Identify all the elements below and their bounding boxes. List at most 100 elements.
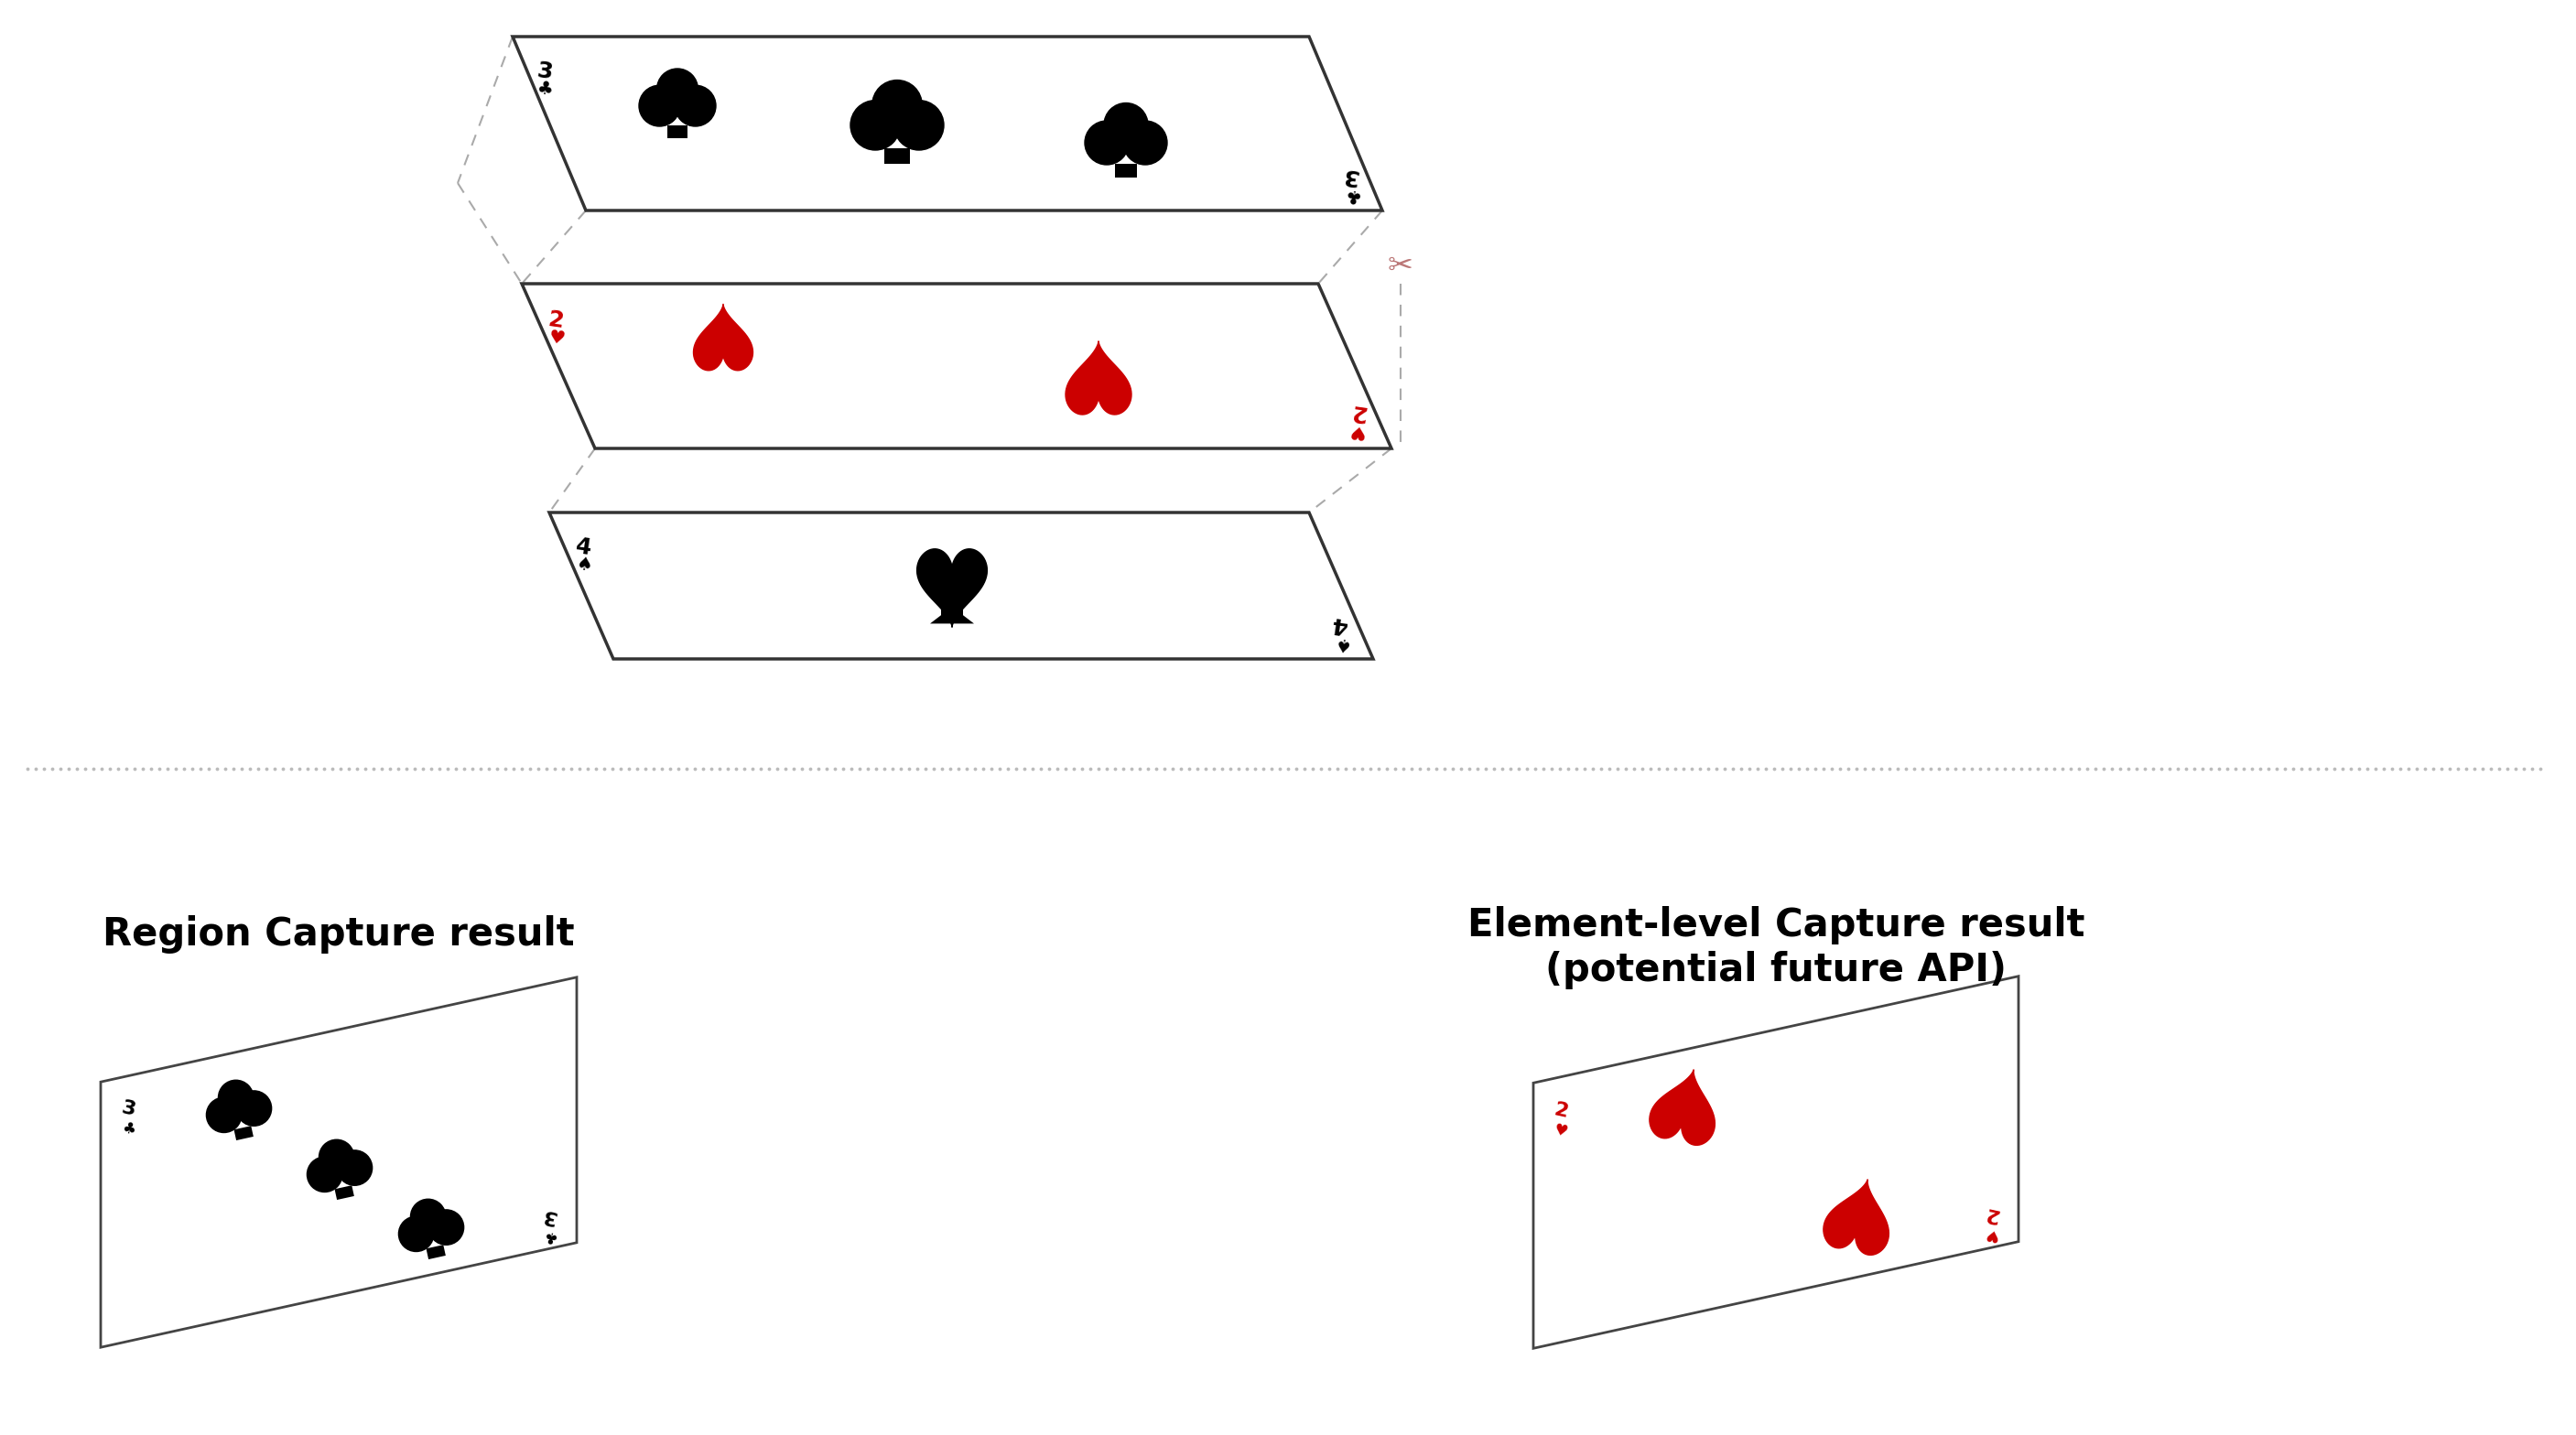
Point [1473, 758, 1515, 781]
Point [1211, 758, 1252, 781]
Point [2272, 758, 2313, 781]
Circle shape [639, 85, 680, 126]
Point [1960, 758, 2002, 781]
Point [881, 758, 922, 781]
Point [1159, 758, 1200, 781]
Point [896, 758, 938, 781]
Point [2298, 758, 2339, 781]
Point [1837, 758, 1878, 781]
Point [1605, 758, 1646, 781]
Point [1672, 758, 1713, 781]
Polygon shape [1110, 136, 1141, 152]
Point [1819, 758, 1860, 781]
Point [1844, 758, 1886, 781]
Text: 3: 3 [118, 1099, 137, 1119]
Point [2313, 758, 2354, 781]
Text: 4: 4 [1329, 613, 1347, 636]
Point [2372, 758, 2414, 781]
Point [1012, 758, 1054, 781]
Point [1293, 758, 1334, 781]
Point [979, 758, 1020, 781]
Circle shape [399, 1217, 433, 1251]
Point [2174, 758, 2215, 781]
Point [1077, 758, 1118, 781]
Polygon shape [335, 1195, 358, 1201]
Point [1638, 758, 1680, 781]
Point [2148, 758, 2190, 781]
Point [2362, 758, 2403, 781]
Point [2429, 758, 2470, 781]
Polygon shape [425, 1254, 448, 1260]
Point [2306, 758, 2347, 781]
Point [2141, 758, 2182, 781]
Point [788, 758, 829, 781]
Point [526, 758, 567, 781]
Circle shape [428, 1210, 464, 1246]
Point [600, 758, 641, 781]
Point [559, 758, 600, 781]
Point [1770, 758, 1811, 781]
Point [1170, 758, 1211, 781]
Point [806, 758, 848, 781]
Point [15, 758, 57, 781]
Point [196, 758, 237, 781]
Point [1425, 758, 1466, 781]
Point [428, 758, 469, 781]
Point [1316, 758, 1358, 781]
Point [1200, 758, 1242, 781]
Point [222, 758, 263, 781]
Point [1358, 758, 1399, 781]
Point [90, 758, 131, 781]
Point [1309, 758, 1350, 781]
Circle shape [410, 1200, 446, 1234]
Polygon shape [917, 550, 987, 627]
Point [131, 758, 173, 781]
Point [716, 758, 757, 781]
Point [1522, 758, 1564, 781]
Point [1721, 758, 1762, 781]
Point [2133, 758, 2174, 781]
Point [2231, 758, 2272, 781]
Point [1976, 758, 2017, 781]
Point [2321, 758, 2362, 781]
Point [255, 758, 296, 781]
Polygon shape [1824, 1180, 1888, 1256]
Point [533, 758, 574, 781]
Point [1005, 758, 1046, 781]
Point [327, 758, 368, 781]
Point [2215, 758, 2257, 781]
Point [1252, 758, 1293, 781]
Point [402, 758, 443, 781]
Point [1448, 758, 1489, 781]
Circle shape [873, 80, 922, 129]
Point [2182, 758, 2223, 781]
Point [574, 758, 616, 781]
Point [2437, 758, 2478, 781]
Point [1128, 758, 1170, 781]
Point [2249, 758, 2290, 781]
Point [1984, 758, 2025, 781]
Point [204, 758, 245, 781]
Point [1260, 758, 1301, 781]
Point [98, 758, 139, 781]
Point [1406, 758, 1448, 781]
Point [1909, 758, 1950, 781]
Point [64, 758, 106, 781]
Point [757, 758, 799, 781]
Point [1110, 758, 1151, 781]
Point [1391, 758, 1432, 781]
Point [1118, 758, 1159, 781]
Polygon shape [425, 1244, 446, 1260]
Point [2084, 758, 2125, 781]
Point [829, 758, 871, 781]
Point [1852, 758, 1893, 781]
Point [39, 758, 80, 781]
Point [263, 758, 304, 781]
Point [106, 758, 147, 781]
Polygon shape [881, 118, 914, 136]
Polygon shape [335, 1185, 353, 1200]
Text: 4: 4 [574, 535, 592, 560]
Point [1301, 758, 1342, 781]
Text: ♠: ♠ [574, 555, 592, 575]
Text: ♣: ♣ [536, 80, 554, 99]
